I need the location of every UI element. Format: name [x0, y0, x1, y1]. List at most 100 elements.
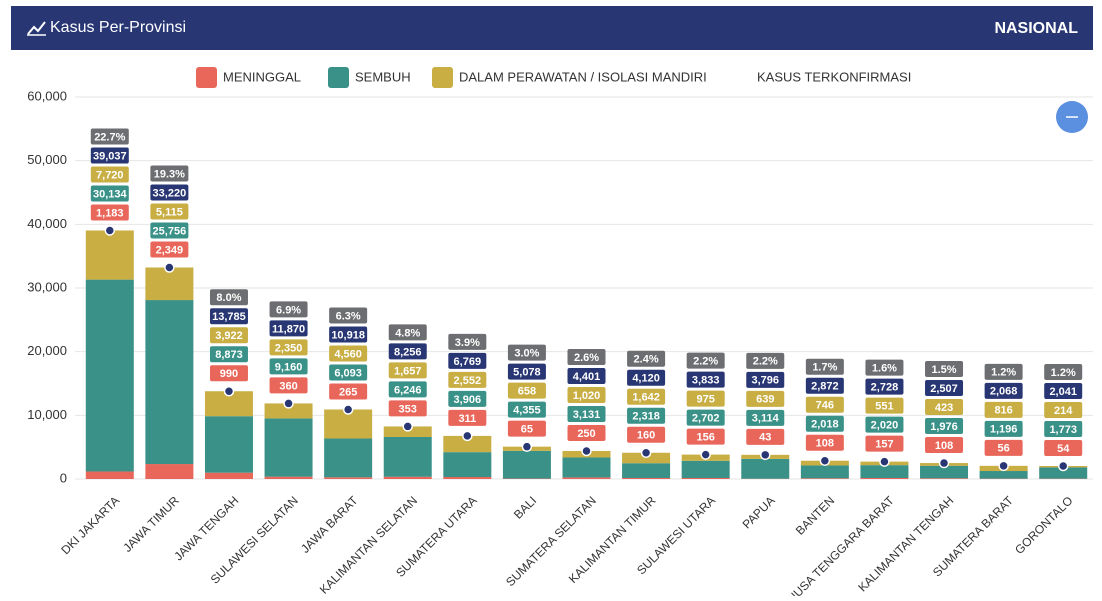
- bar-segment: [682, 461, 730, 478]
- bar-segment: [563, 477, 611, 479]
- data-label: 5,078: [513, 367, 541, 379]
- data-label: 6.9%: [276, 304, 301, 316]
- data-label: 423: [935, 402, 953, 414]
- data-label: 639: [756, 394, 774, 406]
- total-dot: [940, 459, 949, 468]
- x-tick-label: GORONTALO: [1012, 493, 1075, 556]
- data-label: 6,093: [334, 367, 362, 379]
- bar-segment: [801, 465, 849, 478]
- total-dot: [642, 448, 651, 457]
- x-tick-label: PAPUA: [740, 493, 778, 531]
- bar-segment: [205, 473, 253, 479]
- data-label: 2,702: [692, 413, 720, 425]
- data-label: 746: [816, 400, 834, 412]
- data-label: 2,507: [930, 383, 958, 395]
- legend-label: KASUS TERKONFIRMASI: [757, 69, 911, 84]
- legend-swatch: [328, 67, 349, 88]
- bar-segment: [860, 478, 908, 479]
- data-label: 250: [577, 428, 595, 440]
- data-label: 3,906: [454, 394, 482, 406]
- data-label: 3,833: [692, 375, 720, 387]
- data-label: 19.3%: [154, 168, 185, 180]
- y-tick-label: 50,000: [27, 152, 67, 167]
- data-label: 3.0%: [514, 348, 539, 360]
- x-tick-label: NUSA TENGGARA BARAT: [784, 493, 897, 596]
- scope-button[interactable]: NASIONAL: [994, 20, 1078, 37]
- bar-segment: [622, 463, 670, 478]
- data-label: 311: [458, 413, 476, 425]
- data-label: 1,020: [573, 390, 601, 402]
- bar-segment: [265, 477, 313, 479]
- bar-segment: [980, 471, 1028, 479]
- bar-segment: [622, 478, 670, 479]
- data-label: 1.6%: [872, 363, 897, 375]
- bar-segment: [741, 459, 789, 479]
- data-label: 1.5%: [931, 364, 956, 376]
- legend-label: DALAM PERAWATAN / ISOLASI MANDIRI: [459, 69, 707, 84]
- data-label: 3,922: [215, 330, 243, 342]
- data-label: 2,552: [454, 375, 482, 387]
- data-label: 4,401: [573, 371, 601, 383]
- data-label: 2,349: [156, 244, 184, 256]
- data-label: 2,018: [811, 419, 839, 431]
- data-label: 39,037: [93, 150, 127, 162]
- bar-segment: [563, 457, 611, 477]
- total-dot: [344, 405, 353, 414]
- data-label: 2,872: [811, 381, 839, 393]
- total-dot: [165, 263, 174, 272]
- data-label: 1.7%: [812, 362, 837, 374]
- data-label: 10,918: [331, 329, 365, 341]
- x-tick-label: KALIMANTAN SELATAN: [317, 493, 420, 596]
- bar-segment: [443, 452, 491, 477]
- total-dot: [284, 399, 293, 408]
- data-label: 1,183: [96, 207, 124, 219]
- total-dot: [880, 457, 889, 466]
- data-label: 4,120: [632, 373, 660, 385]
- data-label: 816: [994, 405, 1012, 417]
- data-label: 6,246: [394, 384, 422, 396]
- data-label: 9,160: [275, 361, 303, 373]
- data-label: 1,773: [1049, 424, 1077, 436]
- data-label: 2,728: [871, 382, 899, 394]
- total-dot: [761, 450, 770, 459]
- bar-segment: [324, 439, 372, 478]
- y-tick-label: 40,000: [27, 216, 67, 231]
- data-label: 2,041: [1049, 386, 1077, 398]
- data-label: 1,642: [632, 392, 660, 404]
- data-label: 3,114: [752, 413, 780, 425]
- data-label: 156: [696, 432, 714, 444]
- bar-segment: [324, 477, 372, 479]
- data-label: 4,560: [334, 348, 362, 360]
- data-label: 1,976: [930, 421, 958, 433]
- data-label: 1.2%: [991, 367, 1016, 379]
- data-label: 1,657: [394, 365, 422, 377]
- data-label: 8.0%: [216, 292, 241, 304]
- x-tick-label: DKI JAKARTA: [58, 493, 122, 557]
- data-label: 3,131: [573, 409, 601, 421]
- data-label: 3,796: [751, 375, 779, 387]
- data-label: 4.8%: [395, 327, 420, 339]
- data-label: 8,256: [394, 346, 422, 358]
- bar-segment: [443, 477, 491, 479]
- data-label: 22.7%: [94, 131, 125, 143]
- data-label: 2,318: [632, 411, 660, 423]
- bar-segment: [384, 477, 432, 479]
- total-dot: [463, 431, 472, 440]
- data-label: 8,873: [215, 349, 243, 361]
- x-tick-label: BANTEN: [793, 493, 837, 537]
- total-dot: [701, 450, 710, 459]
- data-label: 360: [279, 380, 297, 392]
- data-label: 990: [220, 368, 238, 380]
- data-label: 3.9%: [455, 337, 480, 349]
- data-label: 265: [339, 386, 357, 398]
- data-label: 5,115: [156, 206, 183, 218]
- y-tick-label: 30,000: [27, 279, 67, 294]
- data-label: 2.4%: [634, 354, 659, 366]
- total-dot: [820, 456, 829, 465]
- total-dot: [224, 387, 233, 396]
- bar-segment: [86, 230, 134, 279]
- data-label: 975: [696, 394, 714, 406]
- bar-segment: [145, 300, 193, 464]
- legend-swatch: [432, 67, 453, 88]
- data-label: 7,720: [96, 169, 124, 181]
